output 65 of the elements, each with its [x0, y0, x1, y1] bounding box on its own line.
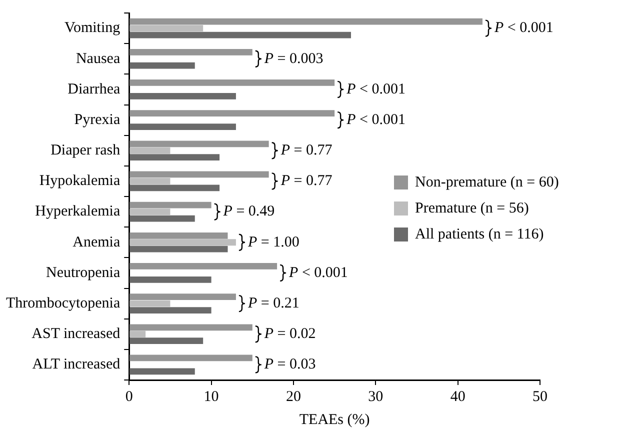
bar [130, 330, 146, 338]
x-tick-label: 20 [286, 388, 301, 405]
bar [130, 18, 482, 25]
annotation: P < 0.001 [288, 264, 348, 281]
annotation: P < 0.001 [346, 81, 406, 98]
bar [130, 307, 212, 314]
bar [130, 246, 228, 252]
bar [130, 368, 195, 375]
bar [130, 239, 236, 246]
bar [130, 154, 220, 161]
bar [130, 300, 170, 307]
y-tick-label: Pyrexia [74, 112, 120, 128]
bar [130, 140, 269, 148]
bar [130, 294, 236, 300]
y-tick-label: Diarrhea [68, 81, 120, 98]
annotation: P = 1.00 [246, 234, 300, 250]
y-tick-label: Thrombocytopenia [6, 295, 120, 312]
annotation: P < 0.001 [346, 112, 406, 128]
y-tick-label: ALT increased [32, 356, 121, 373]
bar [130, 48, 252, 56]
annotation: P = 0.49 [222, 204, 275, 220]
bar [130, 215, 195, 222]
annotation: P < 0.001 [493, 20, 554, 36]
bar [130, 276, 212, 283]
annotation: P = 0.21 [246, 295, 300, 312]
y-tick-label: Hypokalemia [39, 173, 120, 190]
bar [130, 263, 278, 270]
bar [130, 32, 351, 38]
x-axis-title: TEAEs (%) [299, 412, 370, 428]
bar [130, 25, 204, 32]
x-tick-label: 30 [368, 388, 384, 405]
bar [130, 354, 252, 362]
annotation: P = 0.77 [280, 142, 333, 159]
bar [130, 124, 236, 130]
legend-label: Premature (n = 56) [415, 200, 529, 216]
y-tick-label: AST increased [32, 326, 121, 342]
y-tick-label: Diaper rash [50, 142, 121, 159]
legend-label: All patients (n = 116) [415, 226, 544, 242]
y-tick-label: Vomiting [64, 20, 121, 36]
bar [130, 184, 220, 192]
annotation: P = 0.003 [263, 50, 324, 67]
annotation: P = 0.77 [280, 173, 333, 190]
bar [130, 110, 335, 117]
y-tick-label: Neutropenia [46, 264, 120, 281]
x-tick-label: 0 [125, 388, 133, 405]
bar [130, 208, 170, 215]
annotation: P = 0.03 [263, 356, 316, 373]
legend-label: Non-premature (n = 60) [415, 174, 559, 190]
bar [130, 324, 252, 331]
bar [130, 92, 236, 100]
bar [130, 62, 195, 69]
bar [130, 171, 269, 178]
x-tick-label: 50 [532, 388, 548, 405]
y-tick-label: Nausea [76, 50, 120, 67]
bar [130, 80, 335, 86]
x-tick-label: 40 [450, 388, 466, 405]
bar [130, 202, 212, 208]
annotation: P = 0.02 [263, 326, 316, 342]
bar [130, 338, 204, 344]
x-tick-label: 10 [204, 388, 219, 405]
bar [130, 178, 170, 184]
bar [130, 232, 228, 239]
y-tick-label: Anemia [72, 234, 120, 250]
bar [130, 147, 170, 154]
y-tick-label: Hyperkalemia [35, 204, 120, 220]
